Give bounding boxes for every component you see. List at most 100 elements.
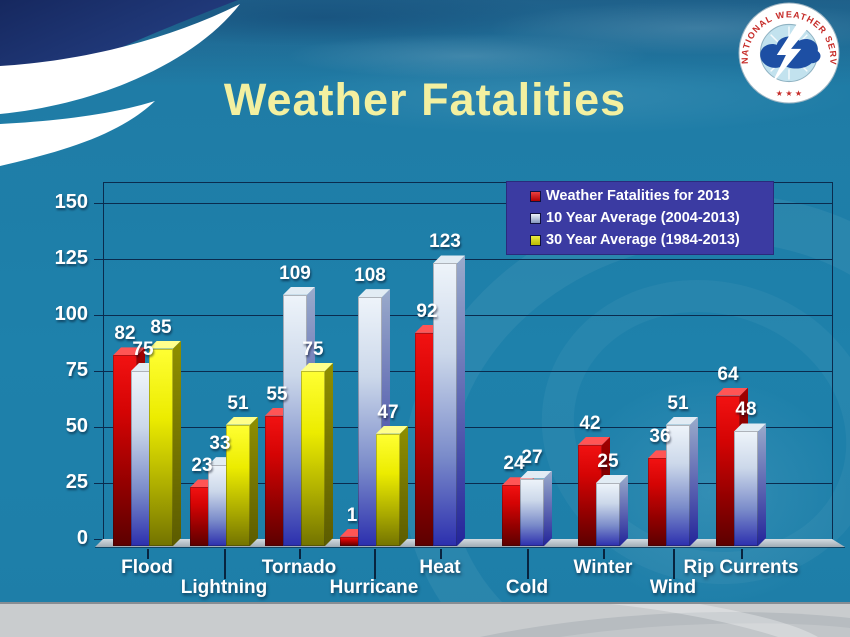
- y-axis-label: 125: [54, 247, 88, 269]
- value-label: 36: [649, 426, 671, 448]
- logo-stars: ★ ★ ★: [776, 89, 802, 98]
- value-label: 24: [503, 453, 525, 475]
- bar-10-year-average-(2004-2013)-wind: [666, 416, 698, 546]
- bar-side-face: [173, 341, 181, 546]
- bar-front-face: [226, 424, 250, 546]
- wall-top-edge: [103, 182, 832, 183]
- value-label: 75: [302, 339, 324, 360]
- value-label: 85: [150, 316, 172, 338]
- bar-10-year-average-(2004-2013)-winter: [596, 475, 628, 546]
- slide-title: Weather Fatalities: [223, 74, 627, 125]
- y-axis-label: 50: [65, 415, 88, 437]
- legend-label: 30 Year Average (1984-2013): [546, 232, 740, 248]
- value-label: 75: [132, 339, 154, 360]
- value-label: 25: [597, 451, 619, 472]
- legend-item: Weather Fatalities for 2013: [530, 185, 770, 207]
- category-label-winter: Winter: [573, 557, 633, 578]
- bar-top-face: [190, 479, 222, 488]
- legend-label: Weather Fatalities for 2013: [546, 188, 730, 204]
- y-axis-tick: [94, 371, 103, 372]
- bar-side-face: [758, 423, 766, 546]
- bar-top-face: [358, 289, 390, 298]
- bar-side-face: [250, 417, 258, 546]
- category-label-tornado: Tornado: [261, 557, 337, 578]
- bar-30-year-average-(1984-2013)-flood: [149, 340, 181, 546]
- legend-label: 10 Year Average (2004-2013): [546, 210, 740, 226]
- bar-front-face: [433, 263, 457, 546]
- category-label-flood: Flood: [121, 557, 173, 578]
- corner-swoosh-decoration: [0, 0, 240, 166]
- value-label: 108: [354, 265, 386, 287]
- category-tick: [224, 549, 226, 579]
- value-label: 92: [416, 300, 438, 322]
- value-label: 23: [191, 455, 213, 477]
- bar-top-face: [415, 324, 447, 333]
- wall-right-edge: [832, 182, 833, 539]
- value-label: 64: [717, 363, 739, 385]
- bar-front-face: [149, 348, 173, 546]
- y-axis-tick: [94, 427, 103, 428]
- category-tick: [374, 549, 376, 579]
- legend-item: 30 Year Average (1984-2013): [530, 229, 770, 251]
- bar-front-face: [301, 371, 325, 546]
- y-axis-label: 0: [76, 527, 88, 549]
- category-label-rip-currents: Rip Currents: [683, 557, 799, 578]
- category-tick: [147, 549, 149, 559]
- legend-swatch: [530, 234, 541, 246]
- legend-swatch: [530, 212, 541, 224]
- value-label: 55: [266, 383, 288, 405]
- category-tick: [299, 549, 301, 559]
- y-axis-label: 100: [54, 303, 88, 325]
- bar-10-year-average-(2004-2013)-cold: [520, 470, 552, 546]
- bar-side-face: [544, 471, 552, 546]
- bar-top-face: [208, 457, 240, 466]
- bar-side-face: [620, 475, 628, 546]
- value-label: 42: [579, 412, 601, 434]
- gridline: [103, 427, 832, 428]
- white-swoosh-lower: [0, 101, 155, 166]
- bar-top-face: [596, 475, 628, 483]
- bar-front-face: [596, 483, 620, 546]
- nws-logo: NATIONAL WEATHER SERVICE ★ ★ ★: [738, 2, 840, 104]
- value-label: 123: [429, 231, 461, 253]
- white-swoosh-upper: [0, 4, 240, 114]
- value-label: 48: [735, 399, 757, 421]
- bar-front-face: [734, 431, 758, 546]
- legend-item: 10 Year Average (2004-2013): [530, 207, 770, 229]
- category-tick: [673, 549, 675, 579]
- chart-legend: Weather Fatalities for 2013 10 Year Avera…: [506, 181, 774, 255]
- category-tick: [527, 549, 529, 579]
- value-label: 51: [227, 392, 249, 414]
- bar-top-face: [666, 416, 698, 425]
- bar-top-face: [283, 286, 315, 295]
- y-axis-label: 25: [65, 471, 88, 493]
- category-label-heat: Heat: [419, 557, 461, 578]
- category-label-hurricane: Hurricane: [329, 577, 419, 598]
- logo-lightning-icon: [770, 20, 810, 86]
- gridline: [103, 315, 832, 316]
- bar-top-face: [433, 255, 465, 264]
- bar-30-year-average-(1984-2013)-lightning: [226, 416, 258, 546]
- category-tick: [603, 549, 605, 559]
- bar-front-face: [666, 424, 690, 546]
- bar-side-face: [325, 363, 333, 546]
- category-label-cold: Cold: [505, 577, 549, 598]
- y-axis-tick: [94, 203, 103, 204]
- gridline: [103, 259, 832, 260]
- value-label: 109: [279, 262, 311, 284]
- bar-top-face: [734, 423, 766, 432]
- bar-top-face: [578, 436, 610, 445]
- bar-10-year-average-(2004-2013)-rip-currents: [734, 423, 766, 546]
- bar-front-face: [376, 433, 400, 546]
- category-tick: [440, 549, 442, 559]
- y-axis-line: [103, 182, 104, 541]
- bar-30-year-average-(1984-2013)-hurricane: [376, 425, 408, 546]
- bar-top-face: [376, 425, 408, 434]
- chart-floor-front-edge: [95, 547, 845, 548]
- y-axis-label: 150: [54, 191, 88, 213]
- chart-floor: [95, 539, 845, 547]
- value-label: 27: [521, 446, 543, 468]
- category-label-lightning: Lightning: [180, 577, 268, 598]
- bar-side-face: [690, 417, 698, 546]
